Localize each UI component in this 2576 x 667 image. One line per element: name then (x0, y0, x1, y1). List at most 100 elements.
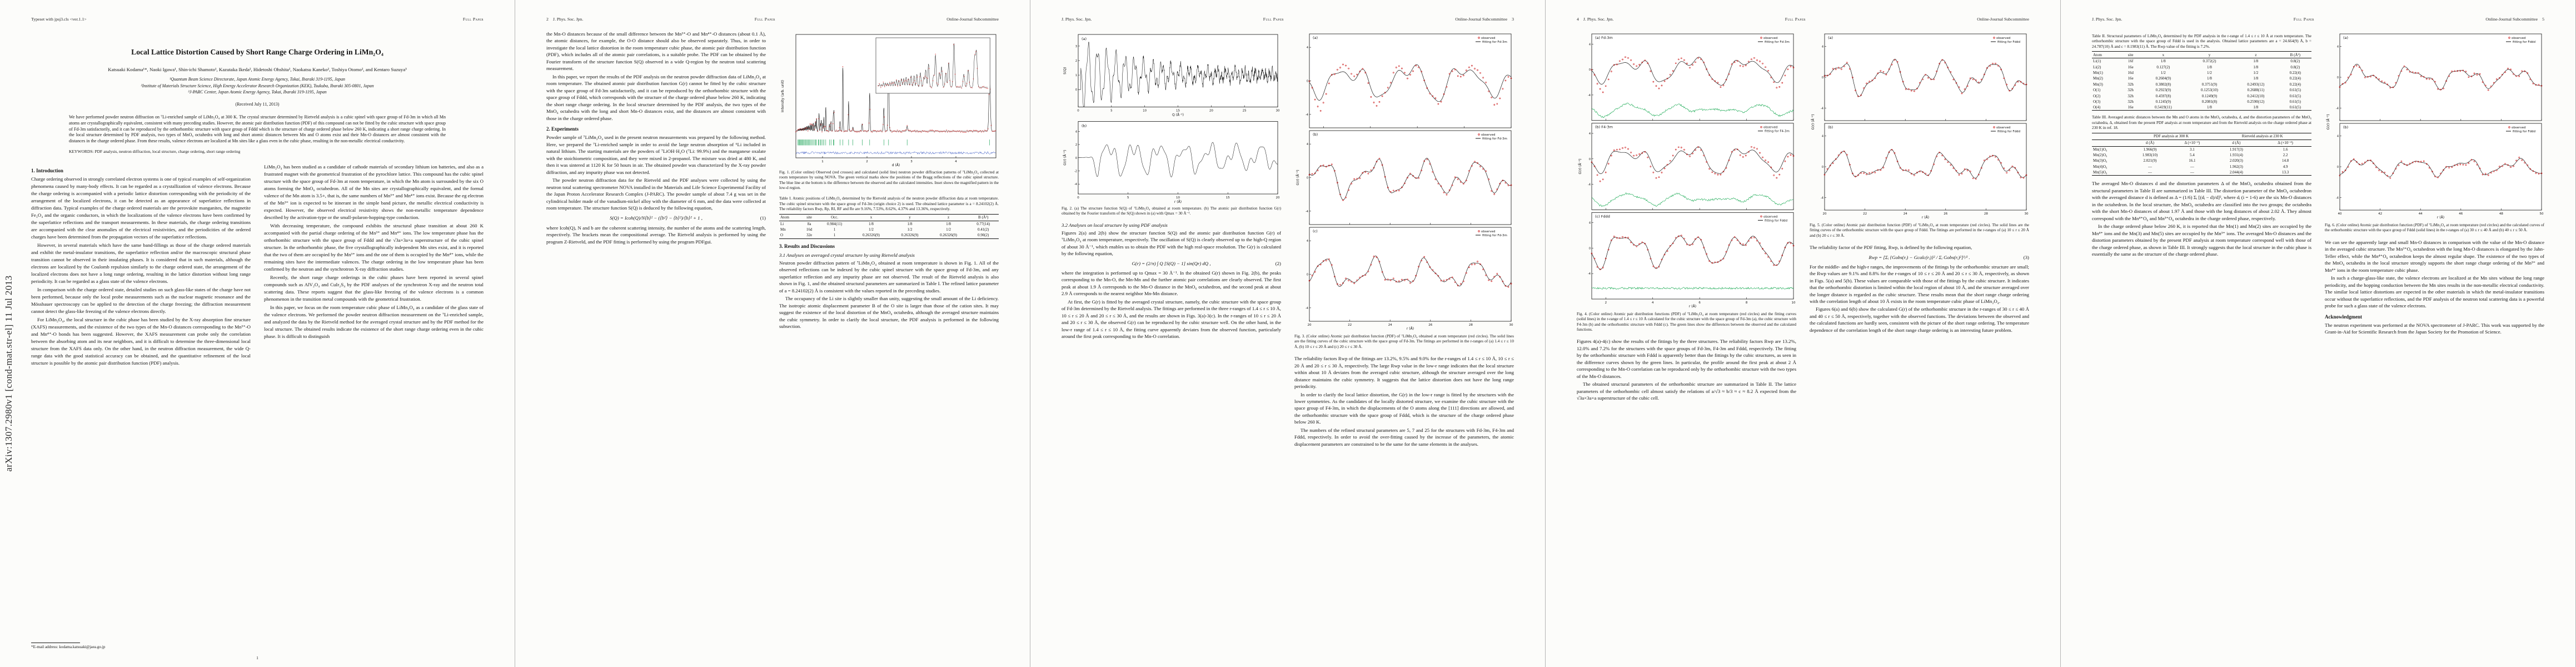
body-paragraph: In this paper, we report the results of … (546, 73, 766, 121)
svg-text:(a): (a) (1828, 36, 1833, 40)
svg-text:0: 0 (1307, 177, 1308, 180)
table-cell: Mn(4)O₆ (2093, 164, 2107, 169)
body-paragraph: Powder sample of ⁷LiMn₂O₄ used in the pr… (546, 135, 766, 175)
body-paragraph: In such a charge-glass-like state, the v… (2325, 275, 2544, 309)
section-heading: 3. Results and Discussions (779, 243, 835, 249)
table-cell: Mn(1)O₆ (2093, 147, 2107, 152)
table-cell: 0.2081(8) (2201, 99, 2218, 104)
article-type: Full Paper (1263, 17, 1284, 22)
svg-text:15: 15 (1176, 109, 1180, 113)
section-heading: 1. Introduction (31, 167, 63, 173)
svg-text:-4: -4 (1074, 183, 1077, 186)
table-cell: Li(1) (2093, 59, 2101, 64)
svg-text:30: 30 (1276, 109, 1280, 113)
page1-header: Typeset with jpsj3.cls <ver.1.1> Full Pa… (31, 17, 484, 22)
table-header-cell (2092, 140, 2129, 147)
table-row: Mn(2)O₆ 1.983(10) 5.4 1.931(4) 2.2 (2092, 152, 2311, 158)
table-cell: Mn(2) (2093, 76, 2103, 81)
body-paragraph: The averaged Mn-O distances d and the di… (2092, 181, 2311, 221)
table-header-cell: Occ. (817, 214, 852, 221)
keywords-line: KEYWORDS: PDF analysis, neutron diffract… (69, 148, 241, 154)
table-header-cell: site (2121, 51, 2140, 59)
figure-2: 0 5 10 15 20 25 30 0 1 2 3 Q (Å⁻¹) S(Q) (a) 0 5 10 15 20 -4… (1062, 32, 1281, 217)
table-cell: 32h (2127, 93, 2134, 98)
table-row: O(1) 32h 0.2923(9) 0.1253(10) 0.2688(11) 0.61… (2092, 87, 2311, 93)
svg-text:fitting for Fddd: fitting for Fddd (1997, 130, 2020, 133)
body-paragraph: where the integration is performed up to… (1062, 270, 1281, 297)
journal-name: J. Phys. Soc. Jpn. (552, 17, 584, 22)
table-3: PDF analysis at 300 K Rietveld analysis a… (2092, 132, 2311, 176)
table-cell: 0.22(4) (2289, 82, 2301, 87)
affiliation: ¹Quantum Beam Science Directorate, Japan… (170, 76, 345, 82)
table-cell: 1/8 (2160, 59, 2166, 64)
svg-text:fitting for Fd-3m: fitting for Fd-3m (1482, 137, 1507, 141)
svg-text:0: 0 (1077, 109, 1079, 113)
table-cell: — (2190, 164, 2194, 169)
received-date: (Received July 11, 2013) (235, 102, 280, 107)
table-group-header: Rietveld analysis at 230 K (2213, 133, 2311, 140)
footnote-block: *E-mail address: kodama.katsuaki@jaea.go… (31, 643, 250, 649)
figure-2-caption: Fig. 2. (a) The structure function S(Q) … (1062, 206, 1281, 216)
svg-text:2: 2 (1075, 59, 1077, 63)
table-cell: 0.984(11) (827, 221, 843, 226)
svg-text:(b): (b) (1828, 125, 1833, 130)
table-cell: 0.2493(12) (2247, 82, 2265, 87)
page5-column-left: Table II. Structural parameters of LiMn₂… (2092, 31, 2311, 259)
body-paragraph: the Mn-O distances because of the small … (546, 31, 766, 72)
table-row: Mn 16d 1 1/2 1/2 1/2 0.41(2) (779, 227, 999, 232)
table-cell: O(4) (2093, 105, 2101, 110)
svg-text:46: 46 (2459, 212, 2463, 216)
figure-6: -4 0 4 (a) observed fitting for Fddd -4 0 4 40 42 4… (2325, 32, 2544, 233)
journal-name: J. Phys. Soc. Jpn. (1583, 17, 1614, 22)
page1-column-left: 1. Introduction Charge ordering observed… (31, 163, 251, 368)
svg-text:4: 4 (2337, 45, 2339, 48)
table-cell: 2.044(4) (2229, 170, 2243, 175)
running-header: J. Phys. Soc. Jpn. Full Paper Online-Jou… (2092, 17, 2544, 22)
svg-text:-4: -4 (1588, 183, 1591, 187)
table-row: Mn(5)O₆ — — 2.044(4) 13.3 (2092, 170, 2311, 176)
table-row: Li 8a 0.984(11) 1/8 1/8 1/8 0.77(14) (779, 221, 999, 227)
table-cell: 1.966(9) (2143, 147, 2157, 152)
svg-text:(b): (b) (1313, 132, 1318, 137)
table-cell: 16e (2127, 105, 2134, 110)
svg-text:0: 0 (1589, 68, 1591, 72)
table-cell: 16d (2127, 71, 2134, 76)
svg-text:6: 6 (1698, 301, 1701, 305)
table-cell: 2.021(9) (2143, 158, 2157, 163)
table-cell: 0.61(5) (2289, 99, 2301, 104)
svg-text:0: 0 (1589, 158, 1591, 161)
table-row: O(4) 16e 0.5419(11) 1/8 1/8 0.61(5) (2092, 104, 2311, 111)
table-row: Mn(3)O₆ 2.021(9) 16.1 2.020(3) 14.8 (2092, 158, 2311, 163)
page-number: 4 (1577, 17, 1579, 22)
svg-text:4: 4 (1307, 240, 1308, 243)
table-cell: 1 (833, 227, 836, 232)
table-cell: 0.4597(8) (2155, 93, 2171, 98)
affiliation: ³J-PARC Center, Japan Atomic Energy Agen… (188, 89, 327, 95)
svg-text:44: 44 (2419, 212, 2423, 216)
svg-text:G(r) (Å⁻²): G(r) (Å⁻²) (2326, 114, 2330, 130)
table-cell: 1/8 (2253, 76, 2259, 81)
subsection-heading: 3.2 Analyses on local structure by using… (1062, 222, 1168, 228)
table-cell: 16e (2127, 64, 2134, 69)
svg-text:10: 10 (1143, 109, 1147, 113)
table-cell: 32h (2127, 99, 2134, 104)
svg-text:20: 20 (1209, 109, 1213, 113)
table-header-cell: d (Å) (2213, 140, 2260, 147)
svg-text:-4: -4 (1821, 107, 1823, 111)
body-paragraph: At first, the G(r) is fitted by the aver… (1062, 298, 1281, 340)
footnote-text: *E-mail address: kodama.katsuaki@jaea.go… (31, 645, 106, 649)
table-cell: 0.3802(8) (2155, 82, 2171, 87)
svg-text:4: 4 (2337, 135, 2339, 138)
body-paragraph: Neutron powder diffraction pattern of ⁷L… (779, 260, 999, 293)
body-paragraph: The neutron experiment was performed at … (2325, 322, 2544, 335)
body-paragraph: However, in several materials which have… (31, 242, 251, 284)
svg-text:8: 8 (1746, 301, 1748, 305)
svg-text:-4: -4 (2336, 107, 2339, 111)
svg-text:r (Å): r (Å) (1407, 327, 1414, 331)
page-2: 2 J. Phys. Soc. Jpn. Full Paper Online-J… (515, 0, 1030, 667)
svg-text:0: 0 (1075, 157, 1077, 160)
table-cell: 1/8 (2253, 64, 2259, 69)
table-2: Atom site x y z B (Å²) Li(1) 16f 1/8 0.372(2) 1/8 0… (2092, 51, 2311, 111)
body-paragraph: We can see the apparently large and smal… (2325, 239, 2544, 273)
